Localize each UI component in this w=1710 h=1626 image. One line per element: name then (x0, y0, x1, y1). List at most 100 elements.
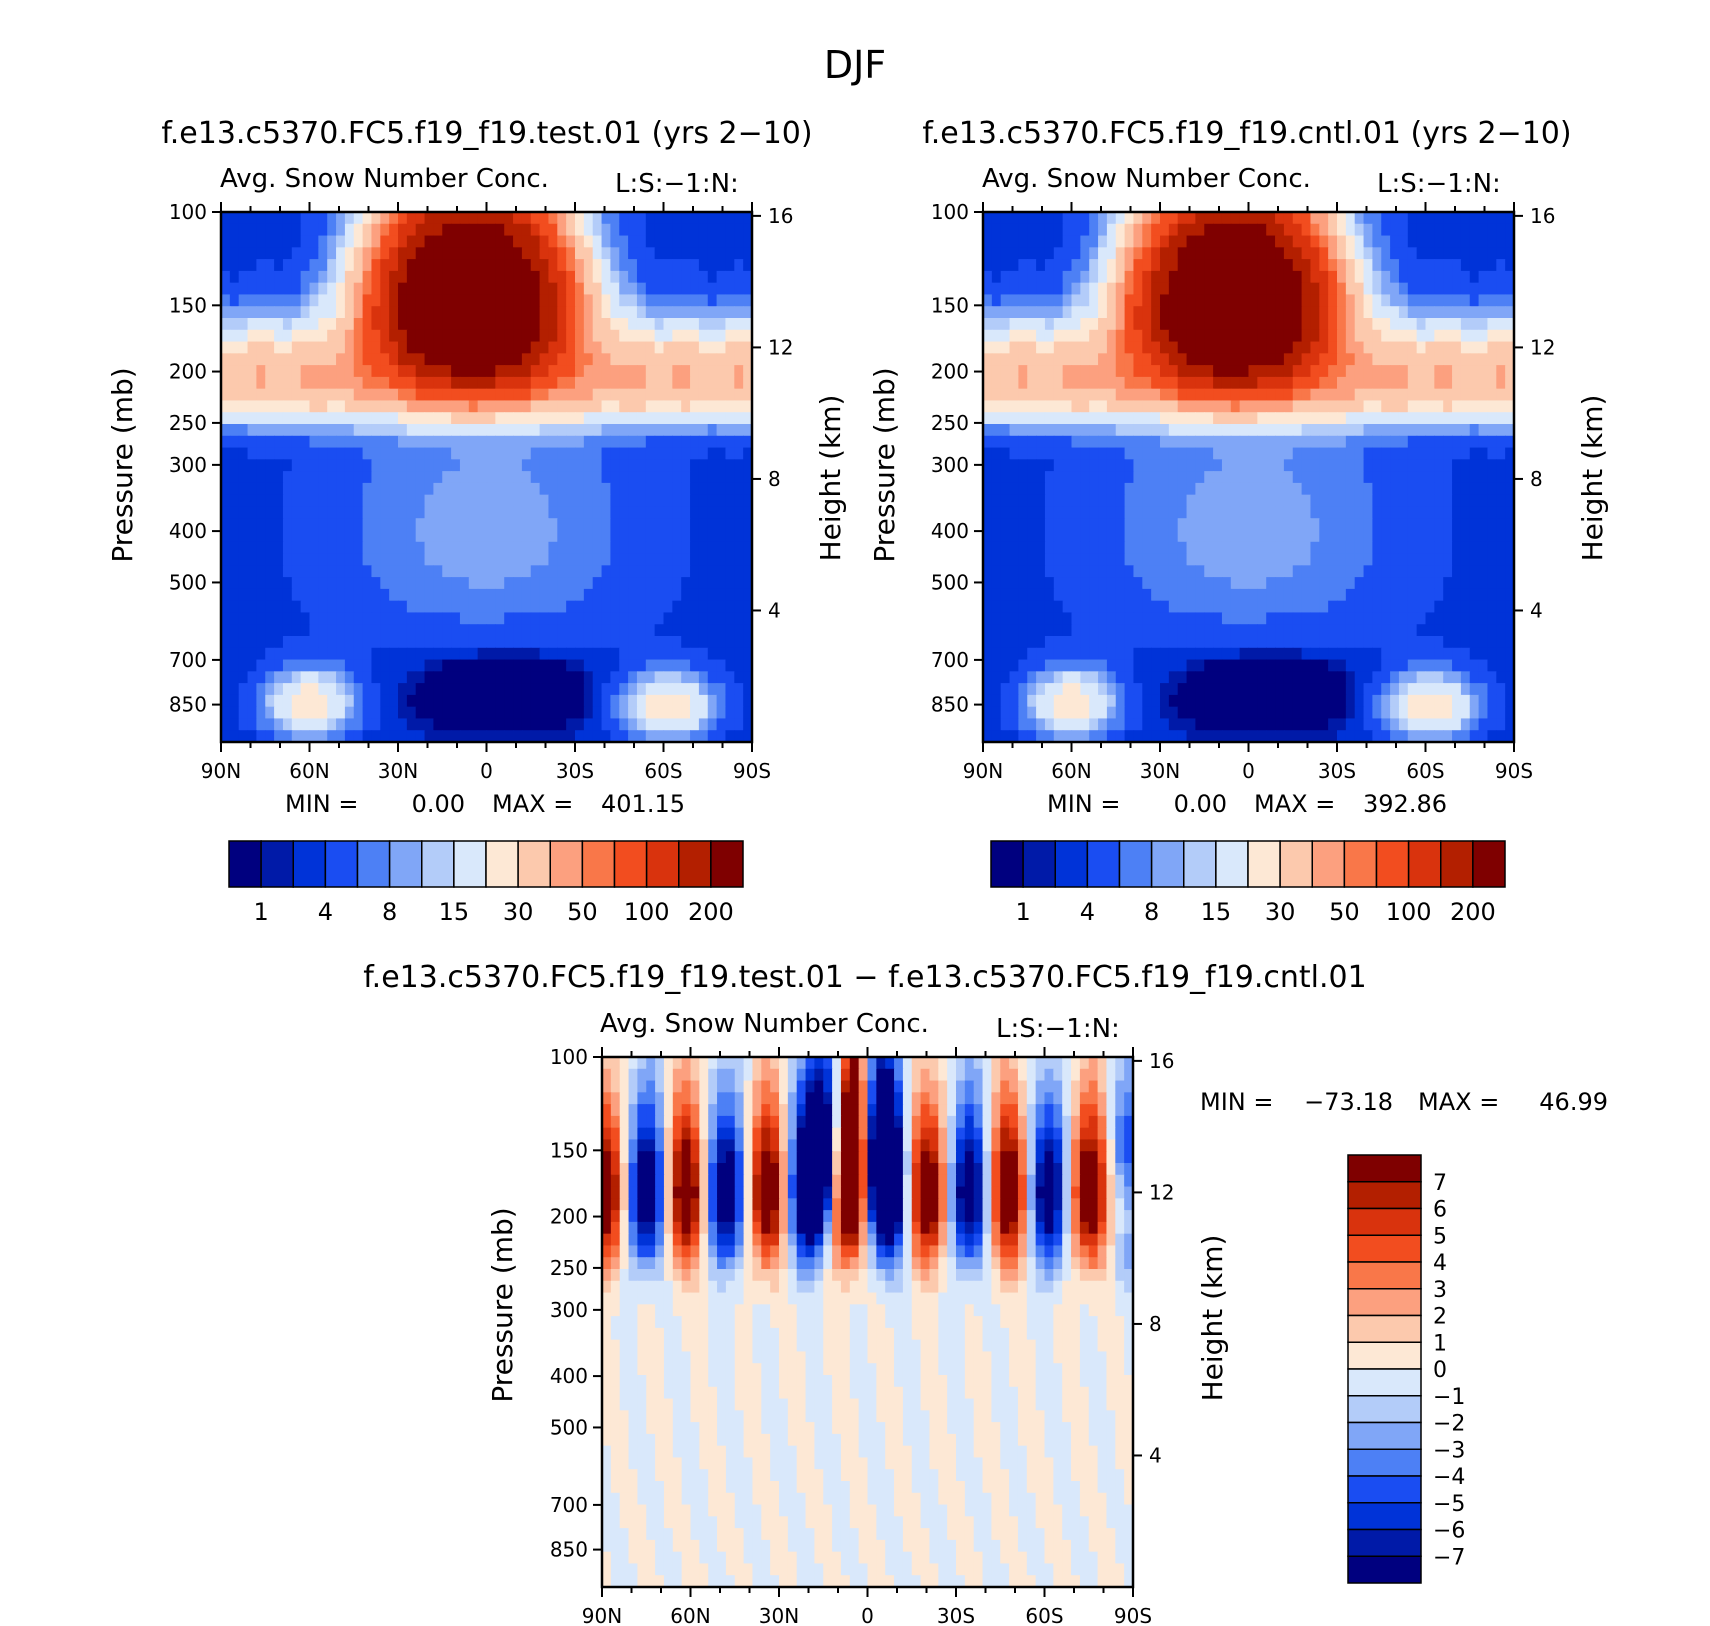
heatmap-cell (238, 365, 249, 378)
heatmap-cell (318, 588, 328, 602)
heatmap-cell (504, 694, 514, 708)
heatmap-cell (1292, 259, 1303, 272)
heatmap-cell (1124, 341, 1135, 354)
heatmap-cell (743, 659, 753, 672)
heatmap-cell (1275, 376, 1285, 390)
heatmap-cell (592, 447, 603, 460)
heatmap-cell (415, 294, 426, 307)
heatmap-cell (398, 424, 408, 437)
heatmap-cell (645, 553, 656, 566)
heatmap-cell (371, 412, 381, 425)
heatmap-cell (318, 541, 328, 555)
heatmap-cell (1115, 506, 1126, 519)
heatmap-cell (1115, 636, 1126, 649)
heatmap-cell (1080, 471, 1090, 484)
heatmap-cell (282, 212, 293, 225)
heatmap-cell (1266, 306, 1276, 319)
heatmap-cell (1416, 400, 1427, 413)
heatmap-cell (983, 600, 993, 614)
heatmap-cell (628, 718, 638, 731)
heatmap-cell (1239, 329, 1250, 343)
heatmap-cell (1505, 435, 1515, 449)
heatmap-cell (1098, 247, 1108, 260)
heatmap-cell (1115, 541, 1126, 555)
heatmap-cell (221, 600, 231, 614)
heatmap-cell (1416, 294, 1427, 307)
heatmap-cell (1310, 530, 1320, 543)
heatmap-cell (663, 412, 673, 425)
heatmap-cell (1062, 482, 1073, 496)
heatmap-cell (1257, 577, 1267, 590)
heatmap-cell (398, 694, 408, 708)
heatmap-cell (1195, 412, 1205, 425)
heatmap-cell (238, 553, 249, 566)
heatmap-cell (1195, 530, 1205, 543)
heatmap-cell (566, 376, 576, 390)
heatmap-cell (663, 282, 673, 296)
heatmap-cell (398, 247, 408, 260)
heatmap-cell (1044, 553, 1055, 566)
heatmap-cell (229, 376, 240, 390)
heatmap-cell (415, 530, 426, 543)
heatmap-cell (513, 435, 523, 449)
heatmap-cell (1089, 482, 1099, 496)
heatmap-cell (309, 424, 319, 437)
heatmap-cell (433, 341, 443, 354)
heatmap-cell (716, 459, 727, 472)
heatmap-cell (1018, 365, 1028, 378)
heatmap-cell (672, 600, 682, 614)
heatmap-cell (1381, 341, 1391, 354)
heatmap-cell (601, 588, 611, 602)
heatmap-cell (734, 318, 744, 331)
heatmap-cell (274, 376, 284, 390)
heatmap-cell (221, 412, 231, 425)
heatmap-cell (1390, 247, 1400, 260)
heatmap-cell (1186, 530, 1196, 543)
heatmap-cell (1319, 506, 1329, 519)
heatmap-cell (1151, 306, 1161, 319)
heatmap-cell (371, 553, 381, 566)
heatmap-cell (991, 270, 1002, 284)
heatmap-cell (1505, 329, 1515, 343)
heatmap-cell (1443, 482, 1453, 496)
heatmap-cell (1151, 247, 1161, 260)
heatmap-cell (433, 730, 443, 743)
heatmap-cell (1496, 577, 1506, 590)
heatmap-cell (1248, 565, 1258, 578)
y-tick-label: 150 (169, 293, 207, 317)
heatmap-cell (380, 565, 390, 578)
heatmap-cell (274, 318, 284, 331)
heatmap-cell (1142, 530, 1152, 543)
heatmap-cell (681, 518, 691, 531)
heatmap-cell (406, 270, 417, 284)
heatmap-cell (734, 424, 744, 437)
heatmap-cell (1248, 400, 1258, 413)
heatmap-cell (371, 365, 381, 378)
heatmap-cell (1505, 506, 1515, 519)
heatmap-cell (495, 400, 505, 413)
heatmap-cell (459, 659, 470, 672)
heatmap-cell (1505, 341, 1515, 354)
heatmap-cell (1425, 294, 1435, 307)
heatmap-cell (1345, 435, 1356, 449)
heatmap-cell (1257, 565, 1267, 578)
y-tick-label: 200 (169, 360, 207, 384)
heatmap-cell (1230, 459, 1241, 472)
heatmap-cell (247, 270, 257, 284)
heatmap-cell (398, 471, 408, 484)
heatmap-cell (1478, 600, 1489, 614)
heatmap-cell (672, 306, 682, 319)
heatmap-cell (371, 400, 381, 413)
heatmap-cell (1151, 541, 1161, 555)
heatmap-cell (504, 223, 514, 237)
heatmap-cell (495, 494, 505, 508)
heatmap-cell (327, 482, 337, 496)
heatmap-cell (327, 306, 337, 319)
heatmap-cell (300, 424, 311, 437)
heatmap-cell (274, 235, 284, 248)
heatmap-cell (433, 365, 443, 378)
heatmap-cell (548, 553, 558, 566)
heatmap-cell (743, 553, 753, 566)
heatmap-cell (398, 624, 408, 637)
heatmap-cell (663, 600, 673, 614)
